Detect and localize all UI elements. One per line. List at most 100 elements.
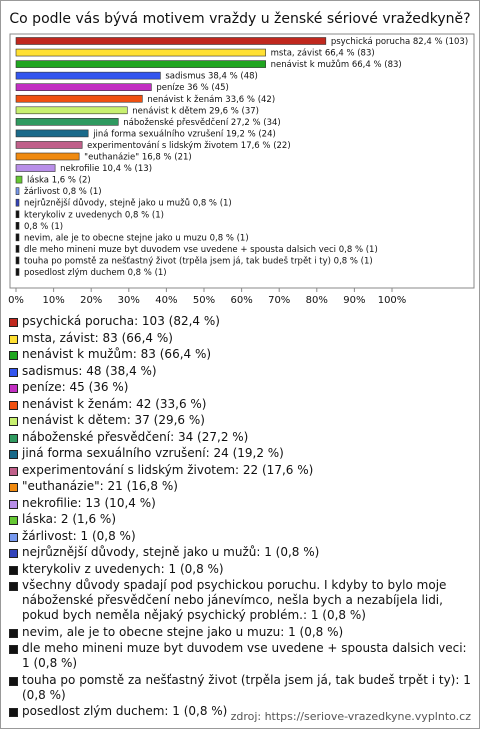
bar xyxy=(15,256,20,265)
bar-label: nenávist k dětem 29,6 % (37) xyxy=(132,106,259,116)
bar xyxy=(15,245,20,253)
bar-label: posedlost zlým duchem 0,8 % (1) xyxy=(24,268,167,278)
bar-label: kterykoliv z uvedenych 0,8 % (1) xyxy=(24,210,164,220)
legend-swatch xyxy=(9,367,18,377)
legend-item: psychická porucha: 103 (82,4 %) xyxy=(9,314,471,329)
bar-label-bg xyxy=(121,116,283,127)
bar-label-bg xyxy=(145,93,278,104)
legend-label: sadismus: 48 (38,4 %) xyxy=(22,363,157,378)
chart-title: Co podle vás bývá motivem vraždy u žensk… xyxy=(9,11,470,27)
bar xyxy=(15,106,128,115)
bar-label-bg xyxy=(154,82,231,93)
bar xyxy=(15,198,20,207)
bar-label-bg xyxy=(22,186,104,197)
legend-label: experimentování s lidským životem: 22 (1… xyxy=(22,462,314,477)
bar-label: nejrůznější důvody, stejně jako u mužů 0… xyxy=(24,198,232,209)
bar-label-bg xyxy=(91,128,278,139)
bar-label-bg xyxy=(268,47,377,58)
legend-label: touha po pomstě za nešťastný život (trpě… xyxy=(22,672,471,702)
legend-label: nekrofilie: 13 (10,4 %) xyxy=(22,495,156,510)
chart: Co podle vás bývá motivem vraždy u žensk… xyxy=(8,11,475,306)
legend-label: "euthanázie": 21 (16,8 %) xyxy=(22,479,178,493)
legend-item: peníze: 45 (36 %) xyxy=(9,380,471,395)
x-tick-label: 80% xyxy=(306,295,328,306)
bar xyxy=(15,60,266,68)
legend-item: experimentování s lidským životem: 22 (1… xyxy=(9,463,471,478)
bar-label: touha po pomstě za nešťastný život (trpě… xyxy=(24,255,373,266)
x-tick-label: 30% xyxy=(118,295,140,306)
legend-label: nevim, ale je to obecne stejne jako u mu… xyxy=(22,624,344,639)
bar xyxy=(15,187,20,195)
bar xyxy=(15,71,161,80)
bar-label: náboženské přesvědčení 27,2 % (34) xyxy=(123,117,280,128)
bar-label: psychická porucha 82,4 % (103) xyxy=(331,37,468,47)
bar-label-bg xyxy=(22,243,380,254)
bar-label: láska 1,6 % (2) xyxy=(27,176,91,186)
legend-label: nenávist k dětem: 37 (29,6 %) xyxy=(22,413,205,427)
bar-label: sadismus 38,4 % (48) xyxy=(165,72,257,82)
legend-swatch xyxy=(9,384,18,393)
legend-item: touha po pomstě za nešťastný život (trpě… xyxy=(9,673,471,703)
bar xyxy=(15,37,327,45)
legend-label: kterykoliv z uvedenych: 1 (0,8 %) xyxy=(22,561,224,576)
bar-label-bg xyxy=(25,174,93,185)
legend-label: dle meho mineni muze byt duvodem vse uve… xyxy=(22,641,467,670)
x-tick-label: 20% xyxy=(80,295,102,306)
bar-label-bg xyxy=(268,59,404,70)
bar-label: experimentování s lidským životem 17,6 %… xyxy=(87,141,290,151)
x-tick-label: 40% xyxy=(155,295,177,306)
bar xyxy=(15,94,143,103)
legend-item: nekrofilie: 13 (10,4 %) xyxy=(9,496,471,511)
bar xyxy=(15,233,20,242)
bar-label-bg xyxy=(328,36,471,46)
legend-swatch xyxy=(9,334,18,344)
legend-item: "euthanázie": 21 (16,8 %) xyxy=(9,479,471,494)
legend-swatch xyxy=(9,318,18,327)
bar-label: nenávist k mužům 66,4 % (83) xyxy=(271,59,402,70)
legend-swatch xyxy=(9,466,18,476)
bar-label: dle meho mineni muze byt duvodem vse uve… xyxy=(24,245,378,255)
bar-label-bg xyxy=(22,255,375,266)
legend-item: žárlivost: 1 (0,8 %) xyxy=(9,529,471,544)
x-tick-label: 90% xyxy=(343,295,365,306)
bar-label-bg xyxy=(82,151,194,162)
bar-label: peníze 36 % (45) xyxy=(156,83,229,93)
legend-item: kterykoliv z uvedenych: 1 (0,8 %) xyxy=(9,562,471,577)
bar-label: žárlivost 0,8 % (1) xyxy=(24,187,102,197)
legend-label: žárlivost: 1 (0,8 %) xyxy=(22,528,136,543)
bar-label: nevim, ale je to obecne stejne jako u mu… xyxy=(24,233,249,243)
legend-item: nenávist k dětem: 37 (29,6 %) xyxy=(9,413,471,428)
legend-item: sadismus: 48 (38,4 %) xyxy=(9,364,471,379)
legend-item: nevim, ale je to obecne stejne jako u mu… xyxy=(9,625,471,640)
bar xyxy=(15,129,89,138)
x-tick-label: 70% xyxy=(268,295,290,306)
legend-item: nenávist k ženám: 42 (33,6 %) xyxy=(9,397,471,412)
bar xyxy=(15,210,20,219)
legend-label: nenávist k ženám: 42 (33,6 %) xyxy=(22,396,207,411)
legend-item: nenávist k mužům: 83 (66,4 %) xyxy=(9,347,471,362)
bar-label-bg xyxy=(58,163,155,174)
bar-label-bg xyxy=(85,139,293,150)
legend-label: láska: 2 (1,6 %) xyxy=(22,512,117,526)
bar xyxy=(15,268,20,276)
legend-swatch xyxy=(9,676,18,686)
legend-label: náboženské přesvědčení: 34 (27,2 %) xyxy=(22,429,249,444)
legend-item: posedlost zlým duchem: 1 (0,8 %) xyxy=(9,704,471,719)
bar-label-bg xyxy=(22,209,166,220)
legend-item: msta, závist: 83 (66,4 %) xyxy=(9,331,471,346)
bar xyxy=(15,152,80,161)
legend-item: nejrůznější důvody, stejně jako u mužů: … xyxy=(9,545,471,560)
x-tick-label: 60% xyxy=(230,295,252,306)
legend-label: posedlost zlým duchem: 1 (0,8 %) xyxy=(22,704,228,718)
legend-item: jiná forma sexuálního vzrušení: 24 (19,2… xyxy=(9,446,471,461)
legend-swatch xyxy=(9,351,18,360)
bar-label: jiná forma sexuálního vzrušení 19,2 % (2… xyxy=(92,128,276,139)
bar-label-bg xyxy=(22,197,234,208)
legend-item: dle meho mineni muze byt duvodem vse uve… xyxy=(9,641,471,671)
legend-swatch xyxy=(9,400,18,410)
legend-swatch xyxy=(9,532,18,542)
legend-label: msta, závist: 83 (66,4 %) xyxy=(22,330,173,345)
legend-swatch xyxy=(9,450,18,459)
legend-item: náboženské přesvědčení: 34 (27,2 %) xyxy=(9,430,471,445)
